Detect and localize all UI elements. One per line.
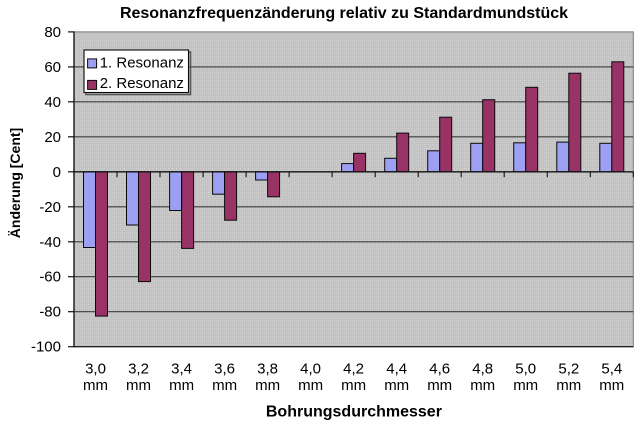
svg-text:mm: mm: [169, 377, 194, 394]
svg-text:mm: mm: [255, 377, 280, 394]
svg-text:5,2: 5,2: [558, 361, 579, 378]
svg-text:mm: mm: [298, 377, 323, 394]
svg-text:mm: mm: [384, 377, 409, 394]
svg-text:60: 60: [44, 59, 61, 76]
svg-text:mm: mm: [556, 377, 581, 394]
svg-text:mm: mm: [212, 377, 237, 394]
svg-text:mm: mm: [599, 377, 624, 394]
svg-text:mm: mm: [427, 377, 452, 394]
svg-text:4,8: 4,8: [472, 361, 493, 378]
svg-text:80: 80: [44, 24, 61, 41]
svg-text:0: 0: [53, 164, 61, 181]
svg-text:3,4: 3,4: [171, 361, 192, 378]
svg-text:-40: -40: [39, 234, 61, 251]
svg-text:40: 40: [44, 94, 61, 111]
svg-text:3,8: 3,8: [257, 361, 278, 378]
svg-text:4,0: 4,0: [300, 361, 321, 378]
svg-text:4,2: 4,2: [343, 361, 364, 378]
svg-text:4,6: 4,6: [429, 361, 450, 378]
svg-text:4,4: 4,4: [386, 361, 407, 378]
svg-text:Bohrungsdurchmesser: Bohrungsdurchmesser: [266, 403, 442, 420]
svg-text:3,0: 3,0: [85, 361, 106, 378]
svg-text:mm: mm: [470, 377, 495, 394]
svg-text:Resonanzfrequenzänderung relat: Resonanzfrequenzänderung relativ zu Stan…: [120, 5, 568, 22]
svg-text:-100: -100: [31, 339, 61, 356]
svg-text:1. Resonanz: 1. Resonanz: [100, 55, 184, 72]
svg-text:-80: -80: [39, 304, 61, 321]
svg-text:mm: mm: [83, 377, 108, 394]
svg-text:3,2: 3,2: [128, 361, 149, 378]
svg-text:-60: -60: [39, 269, 61, 286]
svg-text:20: 20: [44, 129, 61, 146]
svg-text:5,4: 5,4: [601, 361, 622, 378]
svg-text:mm: mm: [126, 377, 151, 394]
svg-text:Änderung [Cent]: Änderung [Cent]: [7, 128, 23, 238]
svg-text:-20: -20: [39, 199, 61, 216]
svg-text:3,6: 3,6: [214, 361, 235, 378]
svg-text:2. Resonanz: 2. Resonanz: [100, 75, 184, 92]
svg-text:mm: mm: [341, 377, 366, 394]
svg-text:5,0: 5,0: [515, 361, 536, 378]
svg-text:mm: mm: [513, 377, 538, 394]
